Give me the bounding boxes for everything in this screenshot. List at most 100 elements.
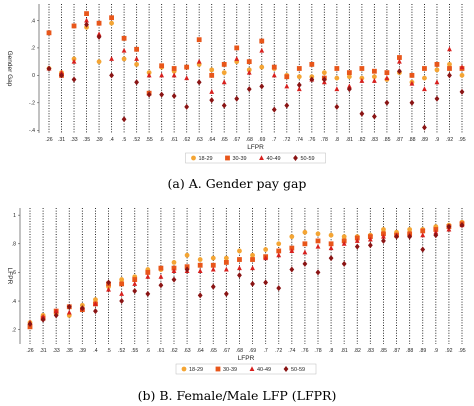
data-point-18-29 bbox=[121, 56, 127, 62]
data-point-40-49 bbox=[434, 79, 440, 85]
data-point-18-29 bbox=[210, 255, 216, 261]
data-point-30-39 bbox=[447, 66, 452, 71]
x-tick-label: .55 bbox=[146, 137, 153, 143]
legend-label: 30-39 bbox=[233, 156, 247, 162]
data-point-30-39 bbox=[328, 241, 334, 247]
legend-label: 18-29 bbox=[199, 156, 213, 162]
data-point-50-59 bbox=[459, 222, 465, 229]
data-point-30-39 bbox=[309, 61, 315, 67]
data-point-40-49 bbox=[171, 72, 177, 78]
data-point-40-49 bbox=[447, 46, 452, 52]
data-point-18-29 bbox=[184, 252, 190, 258]
data-point-50-59 bbox=[184, 103, 190, 110]
data-point-50-59 bbox=[397, 68, 402, 75]
y-axis-label: LFPR bbox=[6, 268, 13, 285]
x-tick-label: .69 bbox=[258, 137, 265, 143]
x-tick-label: .4 bbox=[93, 348, 97, 354]
data-point-50-59 bbox=[321, 76, 327, 83]
x-tick-label: .88 bbox=[406, 348, 413, 354]
data-point-18-29 bbox=[171, 260, 177, 265]
x-tick-label: .74 bbox=[296, 137, 303, 143]
x-tick-label: .67 bbox=[233, 137, 240, 143]
x-tick-label: .68 bbox=[236, 348, 243, 354]
data-point-18-29 bbox=[321, 70, 327, 76]
data-point-40-49 bbox=[397, 58, 402, 64]
x-tick-label: .65 bbox=[210, 348, 217, 354]
data-point-50-59 bbox=[71, 76, 77, 83]
data-point-40-49 bbox=[132, 281, 138, 286]
data-point-40-49 bbox=[328, 245, 334, 251]
x-tick-label: .26 bbox=[26, 348, 33, 354]
x-tick-label: .4 bbox=[109, 137, 113, 143]
legend-marker-18-29 bbox=[181, 366, 187, 372]
data-point-50-59 bbox=[66, 303, 72, 310]
legend-label: 30-39 bbox=[223, 367, 237, 373]
x-tick-label: .52 bbox=[133, 137, 140, 143]
data-point-50-59 bbox=[309, 76, 315, 83]
x-tick-label: .92 bbox=[445, 348, 452, 354]
x-tick-label: .87 bbox=[393, 348, 400, 354]
legend-marker-18-29 bbox=[191, 155, 196, 161]
data-point-50-59 bbox=[409, 99, 415, 106]
data-point-40-49 bbox=[184, 75, 190, 81]
data-point-50-59 bbox=[234, 95, 240, 102]
data-point-50-59 bbox=[381, 237, 386, 244]
legend-marker-40-49 bbox=[259, 155, 264, 160]
x-tick-label: .5 bbox=[122, 137, 126, 143]
data-point-18-29 bbox=[315, 231, 321, 237]
data-point-30-39 bbox=[302, 241, 308, 247]
data-point-30-39 bbox=[223, 260, 229, 265]
data-point-40-49 bbox=[145, 273, 151, 279]
x-tick-label: .7 bbox=[263, 348, 267, 354]
data-point-30-39 bbox=[132, 277, 138, 282]
data-point-40-49 bbox=[315, 243, 321, 249]
legend-marker-50-59 bbox=[293, 155, 298, 161]
data-point-30-39 bbox=[119, 281, 125, 287]
data-point-50-59 bbox=[93, 308, 98, 315]
data-point-40-49 bbox=[420, 232, 426, 238]
data-point-30-39 bbox=[367, 234, 373, 240]
x-tick-label: .31 bbox=[39, 348, 46, 354]
y-tick-label: -.2 bbox=[29, 101, 35, 107]
y-tick-label: .2 bbox=[12, 327, 16, 333]
data-point-30-39 bbox=[46, 30, 52, 36]
x-tick-label: .74 bbox=[288, 348, 295, 354]
data-point-40-49 bbox=[171, 268, 177, 273]
data-point-40-49 bbox=[71, 58, 77, 64]
data-point-50-59 bbox=[259, 83, 265, 90]
data-point-30-39 bbox=[296, 66, 302, 71]
data-point-30-39 bbox=[246, 59, 252, 65]
data-point-50-59 bbox=[328, 255, 334, 262]
x-tick-label: .68 bbox=[246, 137, 253, 143]
data-point-30-39 bbox=[134, 46, 140, 52]
data-point-50-59 bbox=[145, 290, 151, 297]
data-point-50-59 bbox=[121, 116, 127, 123]
x-tick-label: .83 bbox=[367, 348, 374, 354]
data-point-30-39 bbox=[271, 64, 277, 70]
y-axis-label: Gender Gap bbox=[6, 51, 13, 87]
data-point-40-49 bbox=[459, 64, 465, 70]
data-point-40-49 bbox=[246, 69, 252, 75]
data-point-30-39 bbox=[354, 235, 360, 241]
data-point-40-49 bbox=[289, 248, 295, 253]
data-point-30-39 bbox=[209, 72, 215, 78]
x-tick-label: .64 bbox=[208, 137, 215, 143]
x-tick-label: .8 bbox=[335, 137, 339, 143]
data-point-40-49 bbox=[354, 238, 360, 243]
data-point-30-39 bbox=[409, 72, 415, 78]
data-point-40-49 bbox=[276, 252, 282, 258]
data-point-50-59 bbox=[109, 72, 114, 79]
data-point-30-39 bbox=[259, 38, 265, 44]
data-point-40-49 bbox=[334, 86, 340, 92]
data-point-40-49 bbox=[53, 308, 59, 314]
data-point-30-39 bbox=[184, 64, 190, 70]
data-point-40-49 bbox=[223, 266, 229, 272]
data-point-50-59 bbox=[184, 266, 190, 273]
data-point-30-39 bbox=[96, 20, 102, 26]
x-tick-label: .92 bbox=[446, 137, 453, 143]
data-point-50-59 bbox=[434, 95, 440, 102]
legend-label: 40-49 bbox=[267, 156, 281, 162]
x-tick-label: .82 bbox=[354, 348, 361, 354]
data-point-18-29 bbox=[341, 234, 347, 240]
data-point-30-39 bbox=[289, 245, 295, 251]
